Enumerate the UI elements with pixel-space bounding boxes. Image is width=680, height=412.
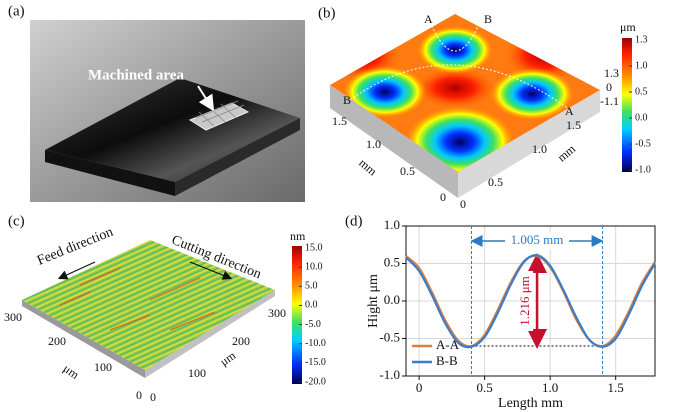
colorbar-tick-label: 5.0	[305, 281, 318, 292]
left-tick-label: 1.0	[366, 137, 381, 151]
y-tick-label: -1.0	[379, 367, 400, 382]
x-tick-label: 1.0	[542, 380, 558, 395]
left-tick-label: 0	[136, 388, 142, 402]
annotation: Machined area	[88, 67, 184, 83]
right-tick-label: 100	[188, 366, 206, 380]
colorbar-unit: μm	[620, 20, 636, 34]
left-tick-label: 100	[94, 360, 112, 374]
section-label: A	[424, 12, 433, 26]
panel-label: (a)	[8, 3, 25, 19]
left-tick-label: 200	[48, 334, 66, 348]
colorbar-tick-label: 1.0	[635, 60, 648, 71]
right-tick-label: 0.5	[488, 175, 503, 189]
right-tick-label: 1.0	[532, 142, 547, 156]
panel-d: (d) -1.0 -0.5 0.0 0.5 1.0 0 0.5 1.0 1.5 Length mm…	[345, 213, 655, 411]
z-tick-label: 0	[606, 80, 612, 94]
colorbar-ticks: 1.3 1.0 0.5 0.0 -0.5 -1.0	[629, 34, 651, 175]
colorbar	[622, 38, 632, 172]
legend-label: B-B	[436, 353, 458, 368]
y-axis-label: Hight μm	[366, 274, 381, 328]
y-tick-label: 1.0	[384, 217, 400, 232]
panel-b: (b) A B B A 1.3 0 -1.1 1.5 1.0 0.5 0 mm …	[318, 5, 651, 210]
colorbar-tick-label: 0.0	[635, 112, 648, 123]
panel-c: (c) Feed direction Cutting direction 300…	[4, 213, 326, 403]
panel-label: (c)	[8, 213, 25, 229]
page: {"panel_a": {"label": "(a)", "annotation…	[0, 0, 680, 412]
colorbar-tick-label: -20.0	[305, 376, 326, 387]
panel-label: (d)	[345, 213, 363, 229]
colorbar-tick-label: -0.5	[635, 138, 651, 149]
y-tick-label: 0.5	[384, 254, 400, 269]
x-tick-label: 1.5	[608, 380, 624, 395]
colorbar-tick-label: 0.5	[635, 86, 648, 97]
x-tick-label: 0.5	[477, 380, 493, 395]
colorbar-tick-label: -15.0	[305, 357, 326, 368]
left-tick-label: 0	[440, 190, 446, 204]
span-label: 1.005 mm	[511, 232, 564, 247]
z-tick-label: 1.3	[604, 66, 619, 80]
section-label: B	[484, 12, 492, 26]
legend-label: A-A	[436, 337, 460, 352]
colorbar-tick-label: -5.0	[305, 319, 321, 330]
section-label: B	[343, 93, 351, 107]
left-tick-label: 0.5	[400, 164, 415, 178]
right-tick-label: 300	[268, 306, 286, 320]
height-label: 1.216 μm	[517, 276, 532, 326]
right-tick-label: 1.5	[566, 118, 581, 132]
colorbar-tick-label: -1.0	[635, 164, 651, 175]
x-axis-label: Length mm	[498, 396, 563, 411]
z-tick-label: -1.1	[600, 94, 619, 108]
panel-label: (b)	[318, 5, 336, 21]
colorbar-tick-label: 10.0	[305, 261, 323, 272]
right-tick-label: 0	[460, 197, 466, 211]
left-axis-unit: mm	[356, 156, 380, 179]
panel-a: Machined area (a)	[8, 3, 305, 202]
colorbar-ticks: 15.0 10.0 5.0 0.0 -5.0 -10.0 -15.0 -20.0	[299, 242, 326, 387]
left-tick-label: 1.5	[332, 114, 347, 128]
left-tick-label: 300	[4, 310, 22, 324]
colorbar-tick-label: 0.0	[305, 300, 318, 311]
y-tick-label: -0.5	[379, 329, 400, 344]
right-axis-unit: mm	[555, 141, 579, 164]
right-tick-label: 200	[232, 334, 250, 348]
left-axis-unit: μm	[61, 361, 82, 382]
colorbar-tick-label: 1.3	[635, 34, 648, 45]
x-tick-label: 0	[416, 380, 423, 395]
section-label: A	[565, 104, 574, 118]
right-tick-label: 0	[150, 390, 156, 404]
right-axis-unit: μm	[217, 348, 238, 369]
figure: Machined area (a) (b) A B B A 1.3 0 -1.1…	[0, 0, 680, 412]
colorbar-unit: nm	[290, 229, 306, 243]
y-tick-label: 0.0	[384, 292, 400, 307]
colorbar-tick-label: -10.0	[305, 338, 326, 349]
colorbar-tick-label: 15.0	[305, 242, 323, 253]
